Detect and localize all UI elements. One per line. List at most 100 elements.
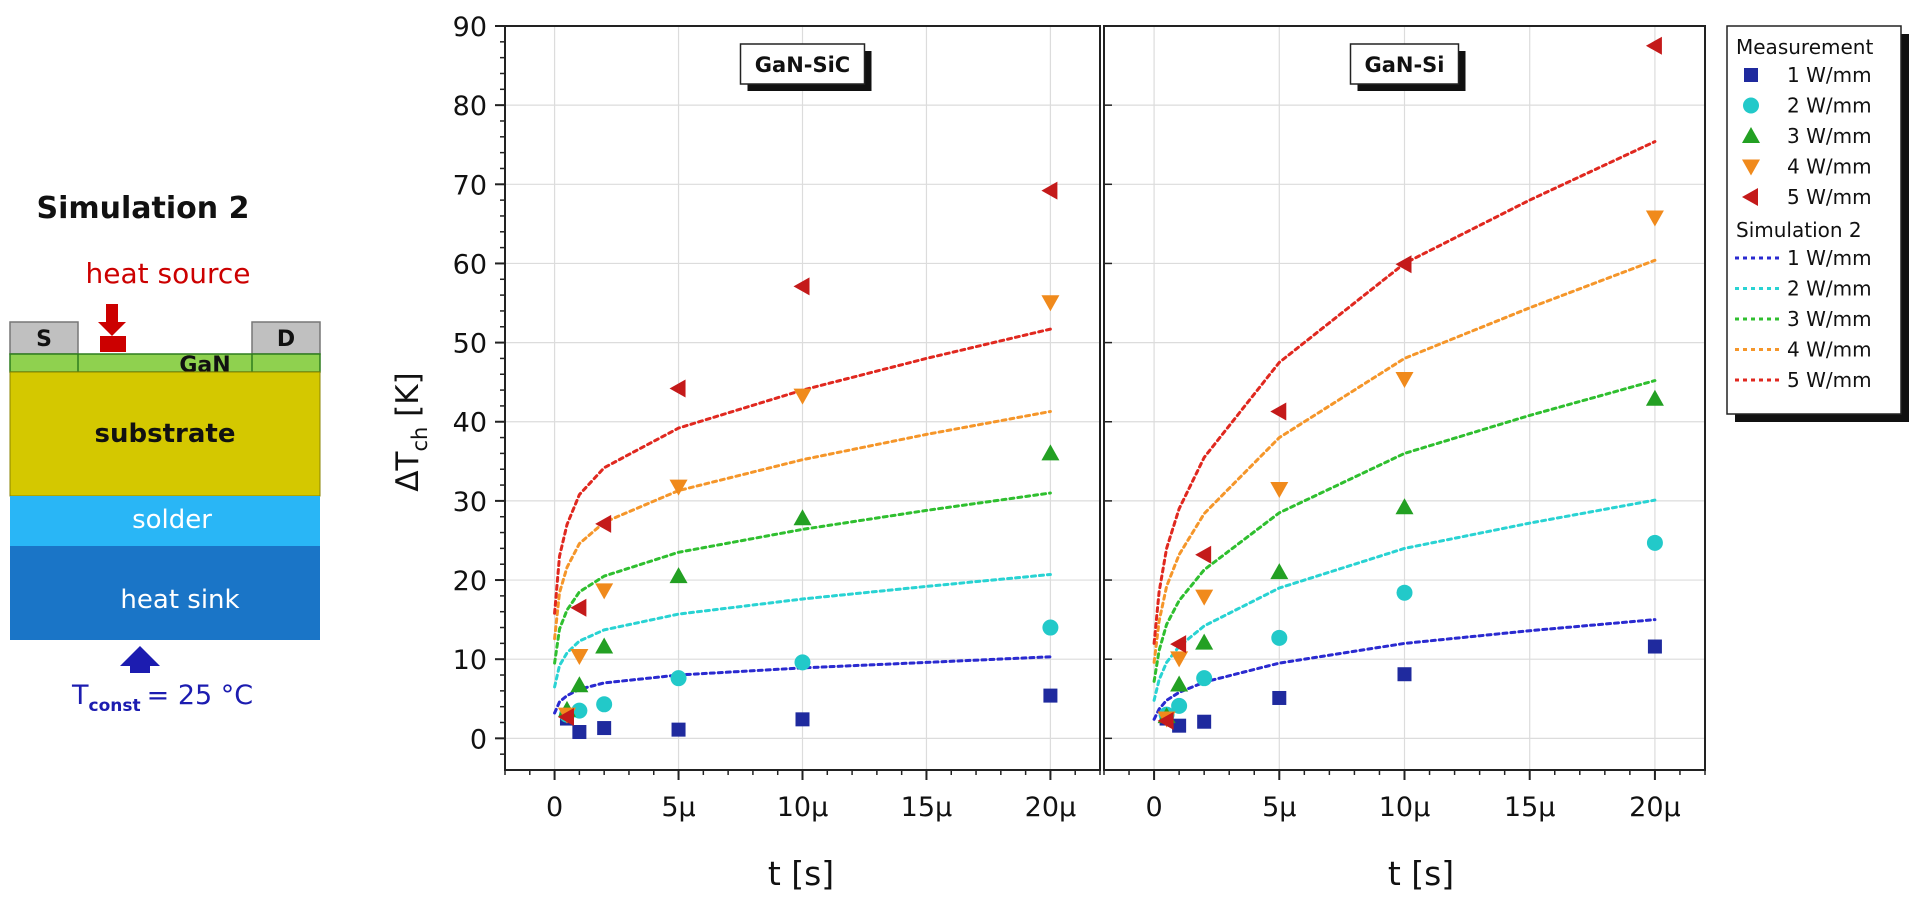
measurement-point <box>595 637 614 654</box>
measurement-point <box>1270 482 1289 499</box>
x-tick-label: 5μ <box>661 792 695 823</box>
y-tick-label: 70 <box>453 170 487 201</box>
measurement-point <box>1170 635 1187 654</box>
measurement-point <box>570 649 589 666</box>
measurement-point <box>1646 534 1663 551</box>
tconst-value: = 25 °C <box>147 680 254 711</box>
legend-marker <box>1744 68 1758 82</box>
y-tick-label: 0 <box>470 724 487 755</box>
measurement-point <box>1157 711 1174 730</box>
y-axis-label: ΔTch [K] <box>390 372 432 491</box>
simulation-line <box>1152 140 1657 645</box>
measurement-point <box>1271 629 1288 646</box>
measurement-point <box>793 388 812 405</box>
y-tick-label: 80 <box>453 91 487 122</box>
y-tick-label: 10 <box>453 645 487 676</box>
measurement-point <box>1042 619 1059 636</box>
source-contact-label: S <box>36 327 52 352</box>
simulation-line <box>553 655 1052 715</box>
tconst-main: T <box>71 680 89 711</box>
simulation-line <box>553 491 1052 665</box>
legend-entry-label: 2 W/mm <box>1787 94 1872 118</box>
measurement-point <box>1270 563 1289 580</box>
x-tick-label: 10μ <box>777 792 829 823</box>
x-tick-label: 15μ <box>901 792 953 823</box>
measurement-point <box>570 598 587 617</box>
tconst-label: Tconst = 25 °C <box>71 680 253 716</box>
measurement-point <box>595 514 612 533</box>
panel-label: GaN-Si <box>1364 53 1444 77</box>
measurement-point <box>1041 181 1058 200</box>
legend-entry-label: 1 W/mm <box>1787 246 1872 270</box>
y-axis-label-unit: [K] <box>390 372 426 426</box>
simulation-line <box>1152 498 1657 702</box>
measurement-point <box>1043 688 1058 703</box>
x-tick-label: 0 <box>1145 792 1162 823</box>
y-tick-label: 30 <box>453 487 487 518</box>
legend-marker <box>1743 97 1759 114</box>
heatsink-label: heat sink <box>120 585 239 615</box>
chart-panel-gan-sic: 0 5μ 10μ 15μ 20μ 0 10 20 30 40 50 60 70 80 90 GaN-SiC <box>453 12 1101 823</box>
measurement-point <box>570 676 589 693</box>
legend-entry-label: 3 W/mm <box>1787 124 1872 148</box>
measurement-point <box>597 721 612 736</box>
measurement-point <box>793 277 810 296</box>
measurement-point <box>557 707 574 726</box>
y-tick-label: 40 <box>453 408 487 439</box>
measurement-point <box>669 379 686 398</box>
simulation-line <box>553 573 1052 689</box>
measurement-point <box>1395 498 1414 515</box>
legend-entry-label: 1 W/mm <box>1787 63 1872 87</box>
measurement-point <box>669 567 688 584</box>
x-tick-label: 15μ <box>1504 792 1556 823</box>
schematic-title: Simulation 2 <box>37 191 250 226</box>
measurement-point <box>1272 690 1287 705</box>
measurement-point <box>572 725 587 740</box>
measurement-point <box>670 670 687 687</box>
heat-source-block <box>100 336 126 352</box>
heatsink-layer <box>10 546 320 640</box>
drain-contact-label: D <box>277 327 295 352</box>
legend-marker <box>1742 127 1760 143</box>
measurement-point <box>1645 389 1664 406</box>
measurement-point <box>1395 372 1414 389</box>
legend-measurement-title: Measurement <box>1736 35 1873 59</box>
measurement-point <box>1170 651 1189 668</box>
measurement-point <box>793 509 812 526</box>
tconst-sub: const <box>89 696 141 716</box>
measurement-point <box>794 654 811 671</box>
measurement-point <box>595 583 614 600</box>
chart-panel-gan-si: 0 5μ 10μ 15μ 20μ GaN-Si <box>1103 25 1706 823</box>
device-schematic: Simulation 2 heat source S D GaN substra… <box>9 191 321 716</box>
tconst-arrow-icon <box>120 646 160 673</box>
substrate-layer <box>9 371 321 497</box>
simulation-line <box>1152 258 1657 664</box>
x-tick-label: 20μ <box>1629 792 1681 823</box>
measurement-point <box>671 722 686 737</box>
y-axis-label-sub: ch <box>408 427 432 452</box>
y-tick-label: 90 <box>453 12 487 43</box>
solder-label: solder <box>132 505 212 535</box>
measurement-point <box>1647 639 1662 654</box>
measurement-point <box>1171 697 1188 714</box>
measurement-point <box>1170 675 1189 692</box>
measurement-point <box>1270 402 1287 421</box>
solder-layer <box>10 496 320 546</box>
y-tick-label: 20 <box>453 566 487 597</box>
x-axis-label-left: t [s] <box>768 854 834 893</box>
legend-entry-label: 4 W/mm <box>1787 338 1872 362</box>
panel-label-box <box>739 43 866 85</box>
measurement-point <box>1196 670 1213 687</box>
panel-label: GaN-SiC <box>755 53 850 77</box>
legend-entry-label: 5 W/mm <box>1787 185 1872 209</box>
simulation-line <box>1152 379 1657 683</box>
legend-entry-label: 5 W/mm <box>1787 368 1872 392</box>
measurement-point <box>1197 714 1212 729</box>
measurement-point <box>1195 589 1214 606</box>
chart-legend: Measurement 1 W/mm 2 W/mm 3 W/mm 4 W/mm 5 W/m… <box>1726 25 1909 422</box>
legend-entry-label: 3 W/mm <box>1787 307 1872 331</box>
source-contact <box>9 321 79 355</box>
gan-layer <box>9 353 321 373</box>
y-tick-label: 60 <box>453 249 487 280</box>
